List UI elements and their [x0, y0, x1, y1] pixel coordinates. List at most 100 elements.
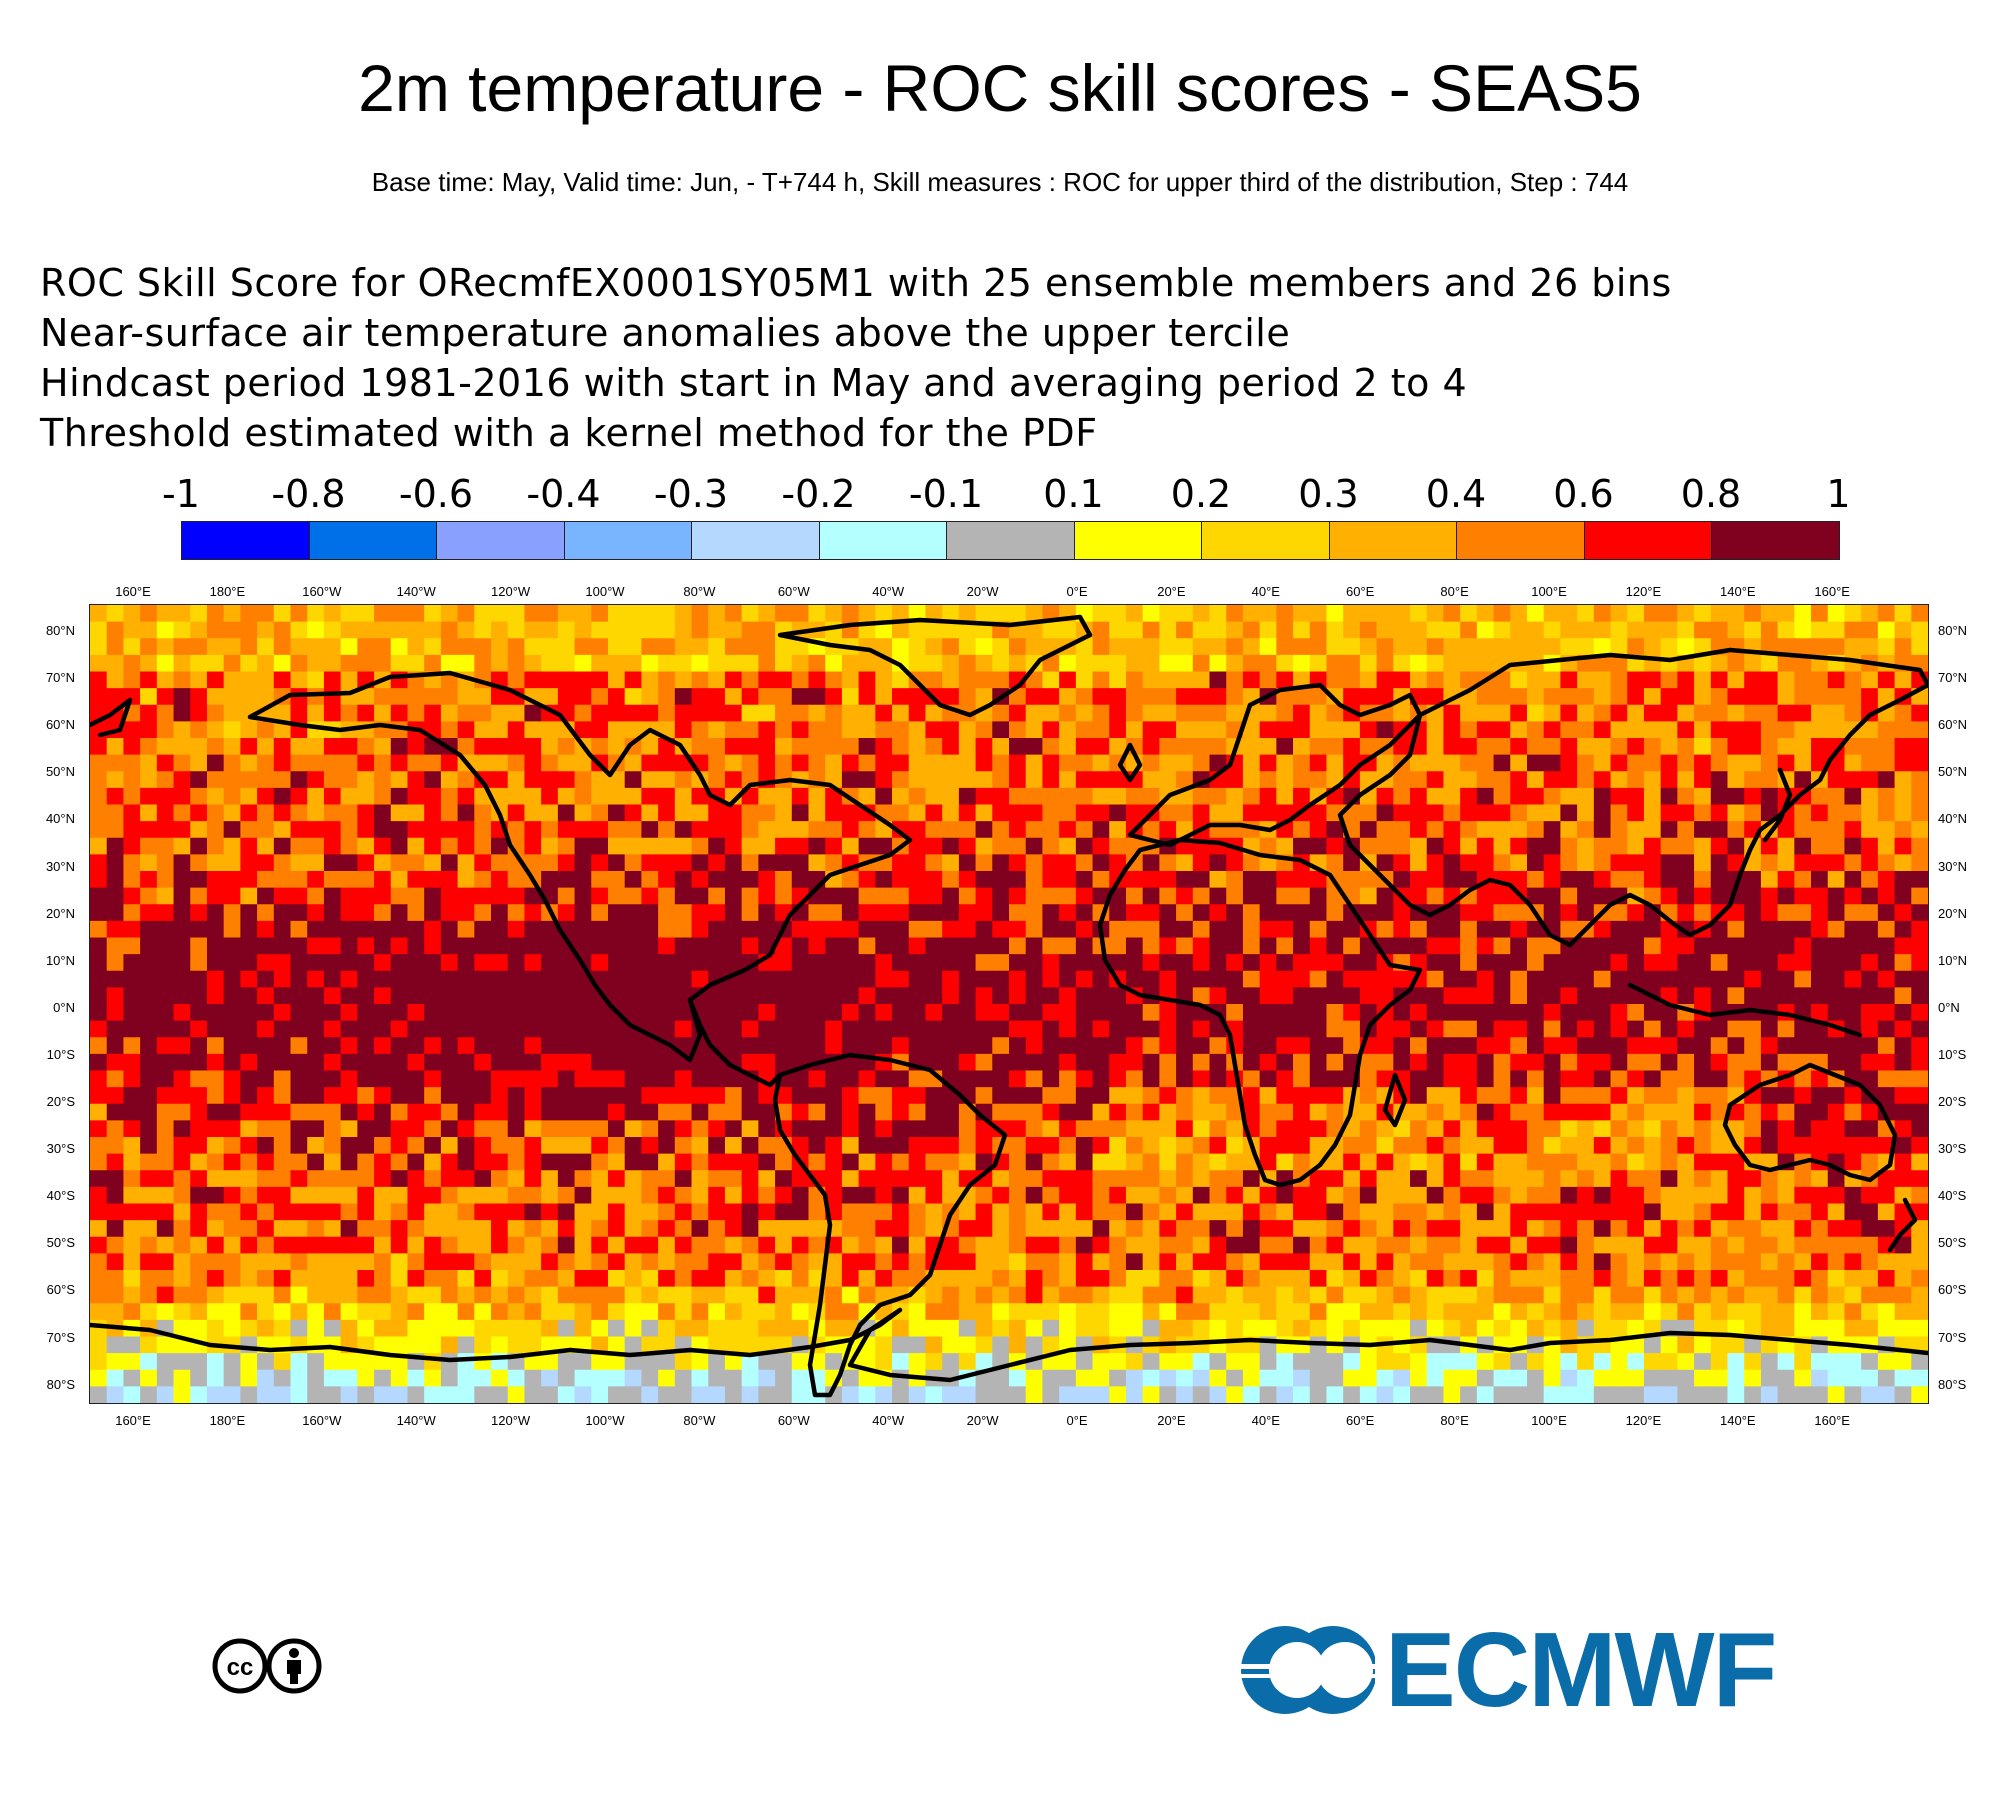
- score-cell: [491, 1120, 509, 1138]
- score-cell: [724, 1120, 743, 1138]
- score-cell: [1894, 987, 1912, 1005]
- score-cell: [674, 1170, 693, 1188]
- score-cell: [1159, 1070, 1177, 1088]
- score-cell: [641, 1103, 659, 1121]
- score-cell: [1526, 1153, 1545, 1171]
- score-cell: [323, 821, 342, 839]
- score-cell: [1293, 970, 1311, 988]
- score-cell: [1410, 787, 1428, 806]
- score-cell: [1643, 854, 1662, 872]
- score-cell: [942, 970, 960, 988]
- score-cell: [658, 1286, 676, 1304]
- score-cell: [607, 1186, 626, 1205]
- score-cell: [273, 1087, 292, 1105]
- score-cell: [1710, 1303, 1729, 1321]
- score-cell: [1359, 871, 1378, 889]
- score-cell: [507, 987, 526, 1005]
- score-cell: [407, 1270, 425, 1288]
- score-cell: [1276, 671, 1294, 689]
- score-cell: [1393, 821, 1411, 839]
- score-cell: [257, 1137, 275, 1155]
- score-cell: [1042, 671, 1060, 689]
- score-cell: [741, 987, 759, 1005]
- score-cell: [541, 804, 559, 822]
- score-cell: [1493, 1120, 1511, 1138]
- score-cell: [574, 1153, 592, 1171]
- score-cell: [1560, 821, 1578, 839]
- score-cell: [641, 738, 659, 756]
- score-cell: [741, 704, 759, 722]
- score-cell: [1526, 754, 1545, 772]
- score-cell: [1376, 1319, 1394, 1338]
- score-cell: [1426, 1236, 1445, 1254]
- score-cell: [1677, 1186, 1695, 1205]
- score-cell: [557, 721, 576, 739]
- score-cell: [524, 1220, 542, 1238]
- score-cell: [1911, 704, 1928, 722]
- score-cell: [942, 688, 960, 706]
- score-cell: [975, 1319, 993, 1338]
- score-cell: [474, 1004, 492, 1022]
- score-cell: [1192, 871, 1211, 889]
- score-cell: [808, 704, 826, 722]
- score-cell: [808, 987, 826, 1005]
- score-cell: [374, 1004, 392, 1022]
- score-cell: [741, 1253, 759, 1271]
- score-cell: [507, 920, 526, 939]
- score-cell: [1142, 904, 1160, 922]
- lat-label-left: 40°S: [46, 1188, 75, 1204]
- score-cell: [1526, 704, 1545, 722]
- score-cell: [758, 1103, 776, 1121]
- score-cell: [958, 1203, 977, 1221]
- score-cell: [1660, 821, 1678, 839]
- score-cell: [1309, 1236, 1328, 1254]
- score-cell: [307, 937, 325, 955]
- score-cell: [340, 638, 358, 656]
- score-cell: [1359, 721, 1378, 739]
- score-cell: [1577, 837, 1595, 855]
- score-cell: [190, 704, 208, 722]
- score-cell: [775, 638, 793, 656]
- score-cell: [1309, 1053, 1328, 1072]
- score-cell: [1376, 1286, 1394, 1304]
- score-cell: [1844, 1153, 1862, 1171]
- score-cell: [190, 1286, 208, 1304]
- score-cell: [524, 1236, 542, 1254]
- score-cell: [775, 871, 793, 889]
- score-cell: [1025, 937, 1044, 955]
- score-cell: [340, 854, 358, 872]
- score-cell: [1159, 638, 1177, 656]
- score-cell: [1276, 871, 1294, 889]
- score-cell: [357, 638, 375, 656]
- score-cell: [942, 1186, 960, 1205]
- score-cell: [156, 688, 175, 706]
- score-cell: [156, 1004, 175, 1022]
- score-cell: [440, 787, 459, 806]
- score-cell: [708, 1336, 726, 1354]
- score-cell: [1610, 1087, 1628, 1105]
- score-cell: [1811, 1037, 1829, 1055]
- score-cell: [841, 1087, 860, 1105]
- score-cell: [1727, 688, 1745, 706]
- score-cell: [1610, 654, 1628, 673]
- score-cell: [1911, 1153, 1928, 1171]
- score-cell: [775, 887, 793, 905]
- score-cell: [173, 1053, 191, 1072]
- score-cell: [1226, 1319, 1244, 1338]
- score-cell: [1426, 871, 1445, 889]
- score-cell: [808, 1120, 826, 1138]
- score-cell: [257, 771, 275, 789]
- score-cell: [1293, 1186, 1311, 1205]
- score-cell: [140, 804, 158, 822]
- score-cell: [1142, 970, 1160, 988]
- score-cell: [524, 837, 542, 855]
- score-cell: [1727, 1303, 1745, 1321]
- score-cell: [457, 1203, 475, 1221]
- score-cell: [273, 787, 292, 806]
- score-cell: [257, 1286, 275, 1304]
- score-cell: [624, 1103, 642, 1121]
- score-cell: [942, 1053, 960, 1072]
- score-cell: [1376, 1203, 1394, 1221]
- score-cell: [1543, 1004, 1561, 1022]
- score-cell: [206, 1236, 225, 1254]
